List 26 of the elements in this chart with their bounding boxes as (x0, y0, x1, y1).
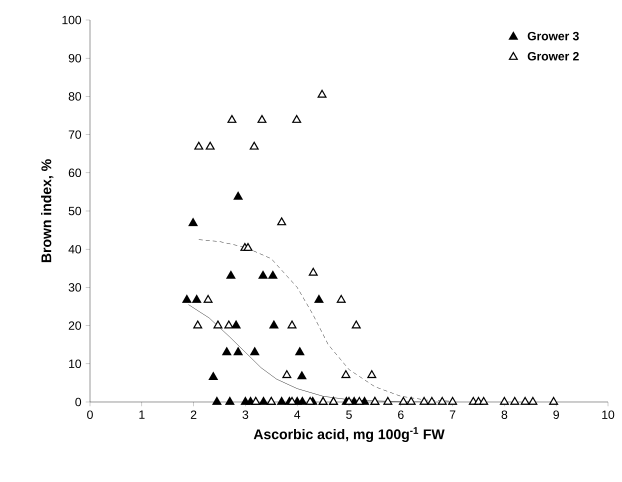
y-tick-label: 20 (68, 321, 82, 330)
x-tick-label: 4 (294, 410, 300, 419)
y-tick-label: 40 (68, 244, 82, 254)
x-tick-label: 5 (346, 410, 352, 419)
y-tick-label: 60 (68, 168, 82, 178)
x-tick-label: 1 (139, 410, 145, 419)
y-tick-label: 80 (68, 92, 82, 101)
x-tick-label: 10 (602, 410, 614, 419)
legend-label: Grower 3 (528, 32, 579, 40)
y-tick-label: 70 (68, 130, 82, 139)
y-tick-label: 90 (68, 54, 82, 62)
x-tick-label: 7 (450, 410, 456, 419)
y-tick-label: 30 (68, 283, 82, 292)
x-tick-label: 2 (190, 410, 196, 419)
x-tick-label: 3 (242, 410, 248, 419)
y-tick-label: 50 (68, 206, 82, 216)
x-tick-label: 6 (398, 410, 404, 419)
legend-label: Grower 2 (528, 52, 579, 60)
x-tick-label: 9 (553, 410, 559, 419)
x-tick-label: 8 (502, 410, 508, 419)
x-tick-label: 0 (87, 410, 93, 419)
x-axis-title: Ascorbic acid, mg 100g$^{-1}$ FW (254, 427, 445, 442)
y-axis-title: Brown index, % (41, 159, 54, 262)
y-tick-label: 10 (69, 360, 82, 368)
y-tick-label: 100 (62, 16, 82, 24)
y-tick-label: 0 (75, 398, 82, 406)
